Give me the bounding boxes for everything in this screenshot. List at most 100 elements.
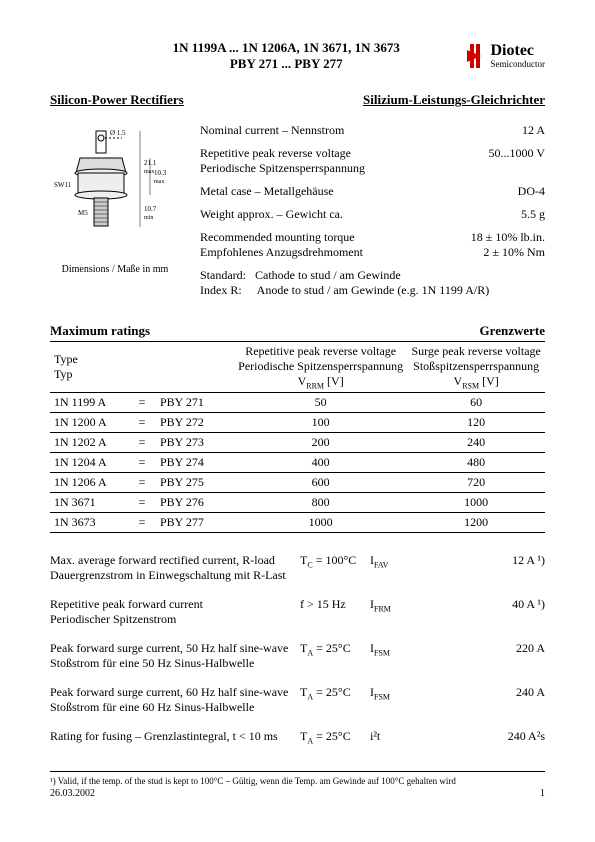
footnote: ¹) Valid, if the temp. of the stud is ke… <box>50 771 545 786</box>
table-row: 1N 1200 A = PBY 272 100 120 <box>50 413 545 433</box>
spec-value: 5.5 g <box>521 207 545 222</box>
spec-label: Recommended mounting torque <box>200 230 355 244</box>
cell-vrsm: 480 <box>407 453 545 473</box>
spec-value: 18 ± 10% lb.in. <box>471 230 545 244</box>
table-row: 1N 3671 = PBY 276 800 1000 <box>50 493 545 513</box>
th-typ: Typ <box>54 367 73 381</box>
svg-text:10.3: 10.3 <box>154 169 167 177</box>
svg-text:Ø 1.5: Ø 1.5 <box>110 129 126 137</box>
cell-vrsm: 1000 <box>407 493 545 513</box>
cell-eq: = <box>128 413 156 433</box>
param-value: 240 A²s <box>420 729 545 745</box>
package-drawing-icon: Ø 1.5 SW11 M5 21.1 max 10.3 max 10.7 min <box>50 123 180 258</box>
param-symbol: IFSM <box>370 641 420 671</box>
section-right: Silizium-Leistungs-Gleichrichter <box>363 92 545 108</box>
cell-eq: = <box>128 513 156 533</box>
header-title: 1N 1199A ... 1N 1206A, 1N 3671, 1N 3673 … <box>110 40 463 72</box>
spec-value: DO-4 <box>518 184 545 199</box>
cell-type-a: 1N 1200 A <box>50 413 128 433</box>
std-l1a: Standard: <box>200 268 246 282</box>
logo-subtext: Semiconductor <box>491 59 546 69</box>
cell-vrsm: 60 <box>407 393 545 413</box>
th-vrrm2: Periodische Spitzensperrspannung <box>238 359 403 373</box>
parameter-row: Repetitive peak forward currentPeriodisc… <box>50 597 545 627</box>
standard-note: Standard: Cathode to stud / am Gewinde I… <box>200 268 545 298</box>
cell-vrrm: 600 <box>234 473 407 493</box>
param-label: Peak forward surge current, 50 Hz half s… <box>50 641 300 671</box>
parameter-row: Peak forward surge current, 50 Hz half s… <box>50 641 545 671</box>
max-right: Grenzwerte <box>480 323 545 339</box>
footer: 26.03.2002 1 <box>50 788 545 799</box>
logo-text: Diotec <box>491 43 546 59</box>
cell-type-a: 1N 3673 <box>50 513 128 533</box>
param-value: 12 A ¹) <box>420 553 545 583</box>
th-vrrm1: Repetitive peak reverse voltage <box>245 344 396 358</box>
svg-text:max: max <box>144 169 154 175</box>
dimensions-note: Dimensions / Maße in mm <box>50 264 180 275</box>
param-symbol: i²t <box>370 729 420 745</box>
th-type: Type <box>54 352 78 366</box>
param-value: 220 A <box>420 641 545 671</box>
param-condition: f > 15 Hz <box>300 597 370 627</box>
cell-type-b: PBY 274 <box>156 453 234 473</box>
max-ratings-heading: Maximum ratings Grenzwerte <box>50 323 545 342</box>
param-symbol: IFRM <box>370 597 420 627</box>
cell-type-a: 1N 1202 A <box>50 433 128 453</box>
param-symbol: IFAV <box>370 553 420 583</box>
footer-date: 26.03.2002 <box>50 788 95 799</box>
table-row: 1N 1199 A = PBY 271 50 60 <box>50 393 545 413</box>
cell-type-a: 1N 1206 A <box>50 473 128 493</box>
ratings-table: TypeTyp Repetitive peak reverse voltageP… <box>50 342 545 533</box>
max-left: Maximum ratings <box>50 323 150 339</box>
spec-label-de: Empfohlenes Anzugsdrehmoment <box>200 245 363 259</box>
cell-type-b: PBY 272 <box>156 413 234 433</box>
cell-vrrm: 100 <box>234 413 407 433</box>
title-line-1: 1N 1199A ... 1N 1206A, 1N 3671, 1N 3673 <box>110 40 463 56</box>
svg-text:SW11: SW11 <box>54 181 72 189</box>
parameter-row: Peak forward surge current, 60 Hz half s… <box>50 685 545 715</box>
section-headings: Silicon-Power Rectifiers Silizium-Leistu… <box>50 92 545 108</box>
spec-value: 50...1000 V <box>489 146 545 176</box>
spec-value-2: 2 ± 10% Nm <box>483 245 545 259</box>
param-label: Peak forward surge current, 60 Hz half s… <box>50 685 300 715</box>
std-l1b: Cathode to stud / am Gewinde <box>255 268 401 282</box>
parameter-row: Rating for fusing – Grenzlastintegral, t… <box>50 729 545 745</box>
param-condition: TC = 100°C <box>300 553 370 583</box>
param-value: 40 A ¹) <box>420 597 545 627</box>
svg-text:10.7: 10.7 <box>144 205 157 213</box>
cell-vrrm: 200 <box>234 433 407 453</box>
param-label: Max. average forward rectified current, … <box>50 553 300 583</box>
spec-value: 12 A <box>522 123 545 138</box>
svg-text:min: min <box>144 215 153 221</box>
specs-area: Ø 1.5 SW11 M5 21.1 max 10.3 max 10.7 min… <box>50 123 545 298</box>
cell-vrsm: 240 <box>407 433 545 453</box>
cell-vrsm: 120 <box>407 413 545 433</box>
cell-eq: = <box>128 453 156 473</box>
param-condition: TA = 25°C <box>300 729 370 745</box>
param-value: 240 A <box>420 685 545 715</box>
spec-label-de: Periodische Spitzensperrspannung <box>200 161 365 175</box>
param-condition: TA = 25°C <box>300 685 370 715</box>
table-row: 1N 1204 A = PBY 274 400 480 <box>50 453 545 473</box>
cell-eq: = <box>128 433 156 453</box>
th-vrsm2: Stoßspitzensperrspannung <box>413 359 539 373</box>
cell-vrrm: 400 <box>234 453 407 473</box>
cell-type-b: PBY 271 <box>156 393 234 413</box>
cell-eq: = <box>128 473 156 493</box>
cell-type-a: 1N 1204 A <box>50 453 128 473</box>
spec-label: Repetitive peak reverse voltage <box>200 146 351 160</box>
cell-vrrm: 1000 <box>234 513 407 533</box>
param-symbol: IFSM <box>370 685 420 715</box>
cell-type-b: PBY 275 <box>156 473 234 493</box>
parameter-rows: Max. average forward rectified current, … <box>50 553 545 745</box>
svg-text:21.1: 21.1 <box>144 159 157 167</box>
param-label: Rating for fusing – Grenzlastintegral, t… <box>50 729 300 745</box>
cell-type-a: 1N 3671 <box>50 493 128 513</box>
table-row: 1N 1202 A = PBY 273 200 240 <box>50 433 545 453</box>
cell-vrsm: 1200 <box>407 513 545 533</box>
table-row: 1N 3673 = PBY 277 1000 1200 <box>50 513 545 533</box>
diode-icon <box>463 42 487 70</box>
cell-type-b: PBY 277 <box>156 513 234 533</box>
svg-text:M5: M5 <box>78 209 88 217</box>
section-left: Silicon-Power Rectifiers <box>50 92 184 108</box>
